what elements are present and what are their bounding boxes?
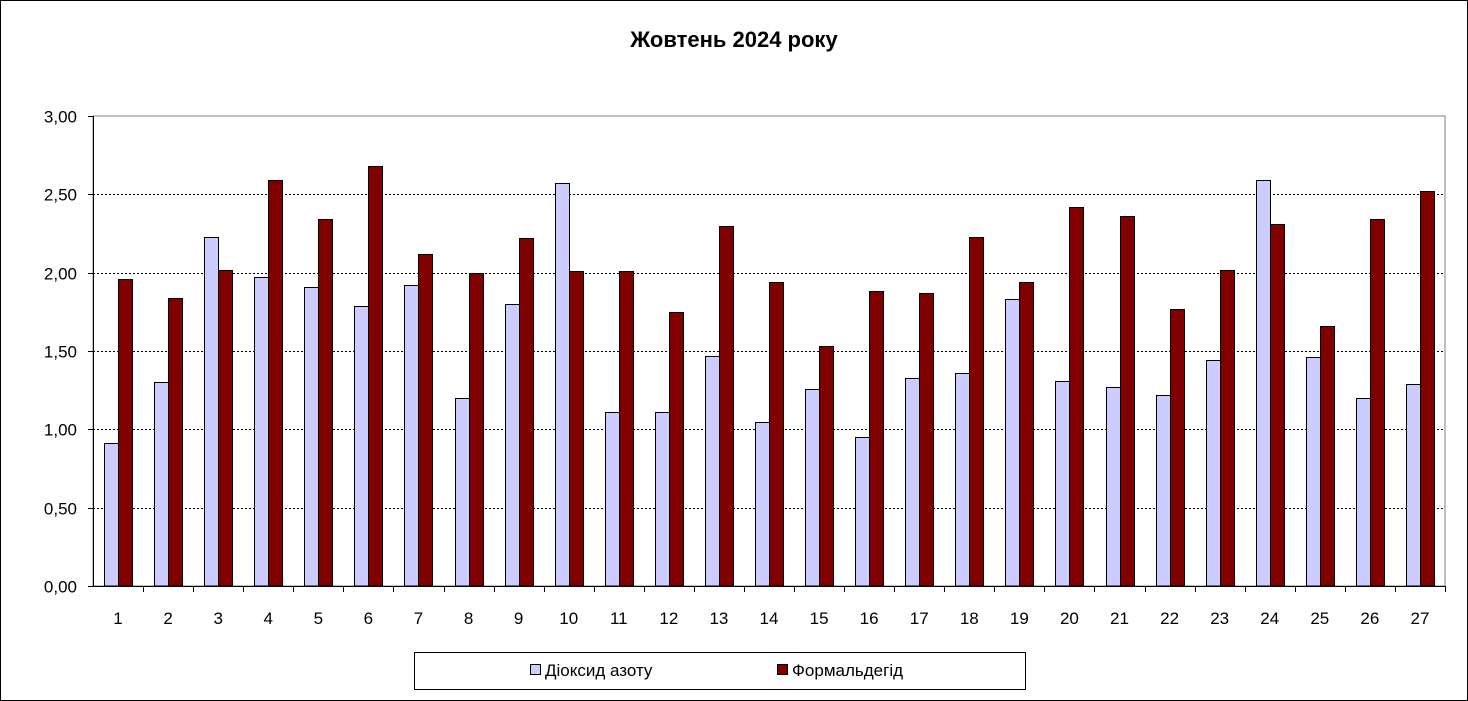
x-tick-label: 25 — [1310, 609, 1329, 628]
bar-series-2 — [469, 273, 484, 587]
x-tick-label: 13 — [709, 609, 728, 628]
x-tick-label: 26 — [1360, 609, 1379, 628]
y-tick-label: 0,00 — [44, 578, 77, 597]
bar-series-2 — [619, 271, 634, 587]
x-tick-label: 9 — [514, 609, 523, 628]
x-tick-label: 12 — [659, 609, 678, 628]
x-tick-label: 14 — [760, 609, 779, 628]
bar-series-2 — [268, 180, 283, 587]
legend-item-series-2: Формальдегід — [777, 661, 903, 681]
bar-series-2 — [418, 254, 433, 587]
x-tick-label: 24 — [1260, 609, 1279, 628]
bar-series-2 — [218, 270, 233, 587]
x-tick-label: 8 — [464, 609, 473, 628]
bar-series-1 — [455, 398, 470, 587]
y-tick-label: 3,00 — [44, 108, 77, 127]
legend-item-series-1: Діоксид азоту — [530, 661, 652, 681]
bar-series-2 — [719, 226, 734, 587]
bar-series-1 — [354, 306, 369, 587]
y-tick-label: 1,50 — [44, 343, 77, 362]
x-tick-label: 17 — [910, 609, 929, 628]
x-tick-label: 1 — [113, 609, 122, 628]
y-tick-label: 1,00 — [44, 421, 77, 440]
bar-series-1 — [154, 382, 169, 587]
legend-label-series-2: Формальдегід — [792, 661, 904, 680]
bar-series-1 — [905, 378, 920, 587]
legend-swatch-series-2 — [777, 664, 788, 675]
bar-series-1 — [304, 287, 319, 587]
bar-series-1 — [505, 304, 520, 587]
x-tick-label: 10 — [559, 609, 578, 628]
x-tick-label: 27 — [1411, 609, 1430, 628]
bar-series-1 — [1005, 299, 1020, 587]
legend-swatch-series-1 — [530, 664, 541, 675]
bar-series-1 — [1156, 395, 1171, 587]
bar-series-1 — [254, 277, 269, 587]
x-tick-label: 20 — [1060, 609, 1079, 628]
x-tick-label: 23 — [1210, 609, 1229, 628]
x-tick-label: 19 — [1010, 609, 1029, 628]
bar-series-2 — [368, 166, 383, 587]
bar-series-1 — [1306, 357, 1321, 587]
bar-series-1 — [955, 373, 970, 587]
bar-series-2 — [669, 312, 684, 587]
bar-series-2 — [519, 238, 534, 587]
bar-series-2 — [1120, 216, 1135, 587]
bar-series-1 — [1406, 384, 1421, 587]
bar-series-2 — [769, 282, 784, 587]
bar-series-1 — [1055, 381, 1070, 587]
x-tick-label: 3 — [213, 609, 222, 628]
bar-series-1 — [755, 422, 770, 587]
x-tick-label: 15 — [810, 609, 829, 628]
bar-series-2 — [1170, 309, 1185, 587]
bar-series-2 — [919, 293, 934, 587]
bar-series-2 — [318, 219, 333, 587]
bar-series-2 — [869, 291, 884, 587]
bar-series-1 — [404, 285, 419, 587]
x-tick-label: 6 — [364, 609, 373, 628]
bar-series-2 — [819, 346, 834, 587]
bar-series-1 — [1356, 398, 1371, 587]
x-tick-label: 2 — [163, 609, 172, 628]
bar-series-1 — [655, 412, 670, 587]
y-tick-label: 0,50 — [44, 500, 77, 519]
chart-title: Жовтень 2024 року — [630, 27, 838, 52]
bar-series-1 — [1256, 180, 1271, 587]
bar-series-1 — [1106, 387, 1121, 587]
bar-series-1 — [1206, 360, 1221, 587]
x-tick-label: 7 — [414, 609, 423, 628]
bar-series-2 — [168, 298, 183, 587]
bar-series-2 — [1019, 282, 1034, 587]
bar-series-2 — [1320, 326, 1335, 587]
bar-series-1 — [855, 437, 870, 587]
bar-series-2 — [1220, 270, 1235, 587]
bar-series-2 — [1270, 224, 1285, 587]
legend: Діоксид азоту Формальдегід — [414, 652, 1026, 690]
x-tick-label: 11 — [610, 609, 628, 628]
x-tick-label: 4 — [264, 609, 273, 628]
bar-series-1 — [104, 443, 119, 587]
bar-series-2 — [569, 271, 584, 587]
x-tick-label: 16 — [860, 609, 879, 628]
legend-label-series-1: Діоксид азоту — [545, 661, 653, 680]
x-tick-label: 22 — [1160, 609, 1179, 628]
x-tick-label: 18 — [960, 609, 979, 628]
bar-series-2 — [118, 279, 133, 587]
bar-series-2 — [969, 237, 984, 587]
bar-series-2 — [1370, 219, 1385, 587]
y-tick-label: 2,00 — [44, 265, 77, 284]
bar-series-1 — [705, 356, 720, 587]
bar-series-1 — [605, 412, 620, 587]
bar-series-2 — [1420, 191, 1435, 587]
bar-series-2 — [1069, 207, 1084, 587]
x-tick-label: 5 — [314, 609, 323, 628]
bar-series-1 — [555, 183, 570, 587]
bar-series-1 — [805, 389, 820, 587]
y-tick-label: 2,50 — [44, 186, 77, 205]
x-tick-label: 21 — [1110, 609, 1129, 628]
bar-series-1 — [204, 237, 219, 587]
